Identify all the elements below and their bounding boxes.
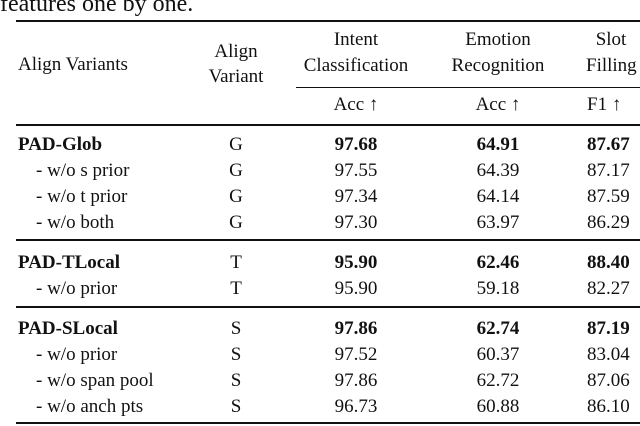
row-variant: S: [230, 396, 242, 417]
row-name: - w/o span pool: [36, 370, 154, 391]
emotion-acc: 64.14: [476, 186, 520, 207]
header-emotion-2: Recognition: [451, 55, 545, 76]
row-name: PAD-Glob: [18, 134, 103, 155]
row-name: - w/o prior: [36, 278, 118, 299]
emotion-acc: 64.91: [476, 134, 520, 155]
slot-f1: 87.06: [587, 370, 630, 391]
subheader-rule: [296, 87, 640, 88]
slot-f1: 87.17: [587, 160, 630, 181]
slot-f1: 87.67: [587, 134, 630, 155]
intent-acc: 97.55: [334, 160, 378, 181]
row-name: PAD-TLocal: [18, 252, 121, 273]
slot-f1: 82.27: [587, 278, 630, 299]
row-variant: S: [230, 318, 242, 339]
emotion-acc: 62.72: [476, 370, 520, 391]
header-emotion-1: Emotion: [465, 29, 531, 50]
row-variant: S: [230, 344, 242, 365]
header-align-variant-2: Variant: [208, 66, 264, 87]
slot-f1: 83.04: [587, 344, 630, 365]
row-name: PAD-SLocal: [18, 318, 118, 339]
row-variant: G: [229, 186, 243, 207]
header-rule: [16, 124, 640, 126]
emotion-acc: 60.88: [476, 396, 520, 417]
bottom-rule: [16, 422, 640, 424]
emotion-acc: 63.97: [476, 212, 520, 233]
row-name: - w/o both: [36, 212, 115, 233]
intent-acc: 95.90: [334, 252, 378, 273]
slot-f1: 87.19: [587, 318, 630, 339]
row-variant: G: [229, 160, 243, 181]
group-rule: [16, 306, 640, 308]
slot-f1: 88.40: [587, 252, 630, 273]
group-rule: [16, 239, 640, 241]
row-variant: T: [230, 278, 242, 299]
slot-f1: 86.29: [587, 212, 630, 233]
intent-acc: 97.68: [334, 134, 378, 155]
caption-fragment: features one by one.: [0, 0, 194, 17]
row-name: - w/o t prior: [36, 186, 128, 207]
emotion-acc: 59.18: [476, 278, 520, 299]
intent-acc: 97.86: [334, 370, 378, 391]
slot-metric: F1 ↑: [587, 94, 622, 115]
slot-f1: 86.10: [587, 396, 630, 417]
emotion-metric: Acc ↑: [475, 94, 521, 115]
row-name: - w/o s prior: [36, 160, 130, 181]
header-align-variant-1: Align: [214, 41, 258, 62]
emotion-acc: 62.46: [476, 252, 520, 273]
header-intent-1: Intent: [333, 29, 379, 50]
header-align-variants: Align Variants: [18, 54, 128, 75]
header-intent-2: Classification: [303, 55, 409, 76]
header-slot-1: Slot: [595, 29, 627, 50]
intent-acc: 97.86: [334, 318, 378, 339]
row-variant: S: [230, 370, 242, 391]
row-variant: G: [229, 134, 243, 155]
intent-acc: 96.73: [334, 396, 378, 417]
top-rule: [16, 20, 640, 22]
header-slot-2: Filling: [586, 55, 637, 76]
intent-acc: 97.52: [334, 344, 378, 365]
emotion-acc: 60.37: [476, 344, 520, 365]
intent-metric: Acc ↑: [333, 94, 379, 115]
intent-acc: 95.90: [334, 278, 378, 299]
slot-f1: 87.59: [587, 186, 630, 207]
emotion-acc: 64.39: [476, 160, 520, 181]
emotion-acc: 62.74: [476, 318, 520, 339]
row-variant: T: [230, 252, 242, 273]
row-variant: G: [229, 212, 243, 233]
intent-acc: 97.34: [334, 186, 378, 207]
row-name: - w/o anch pts: [36, 396, 144, 417]
row-name: - w/o prior: [36, 344, 118, 365]
intent-acc: 97.30: [334, 212, 378, 233]
